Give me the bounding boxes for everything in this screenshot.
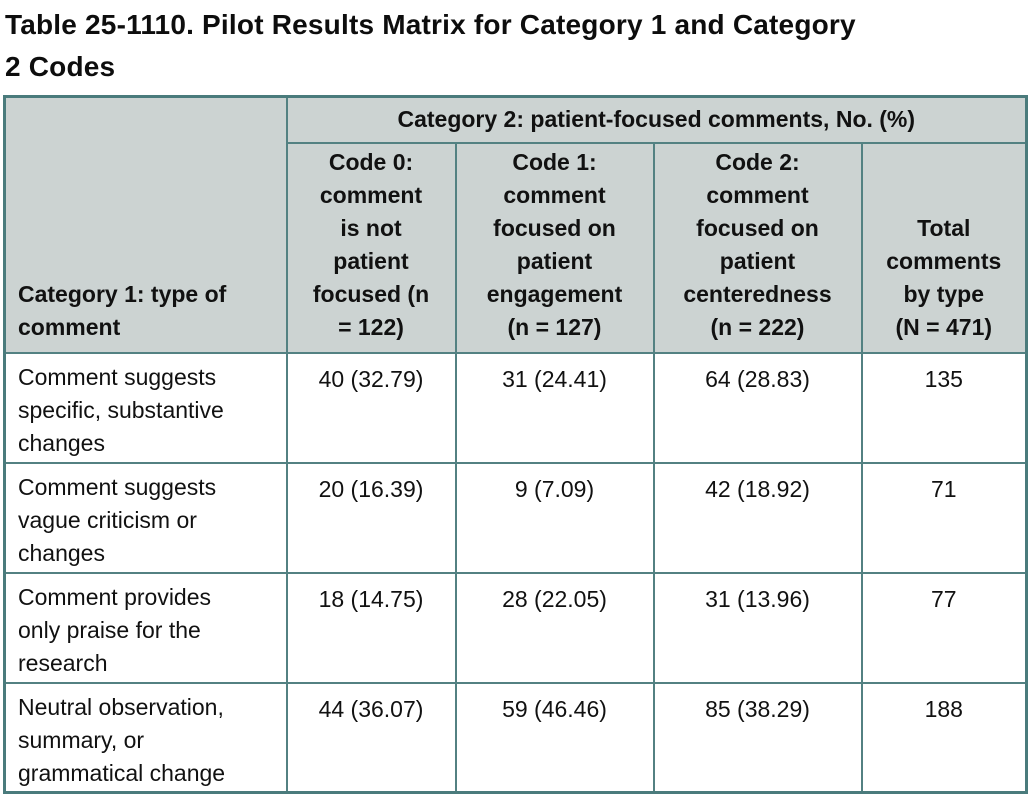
cell-code2: 42 (18.92) [652,461,863,574]
cell-total: 77 [860,571,1028,684]
cell-code2: 64 (28.83) [652,351,863,464]
cell-code1: 59 (46.46) [454,681,655,794]
column-header-code2: Code 2: comment focused on patient cente… [652,141,863,354]
table-header: Category 1: type of comment Category 2: … [3,95,1028,354]
row-label: Comment suggests specific, substantive c… [3,351,288,464]
cell-total: 71 [860,461,1028,574]
cell-code0: 20 (16.39) [285,461,457,574]
table-row: Neutral observation, summary, or grammat… [3,681,1028,794]
column-header-category1: Category 1: type of comment [3,95,288,354]
table-row: Comment suggests vague criticism or chan… [3,461,1028,574]
cell-code0: 40 (32.79) [285,351,457,464]
column-header-total: Total comments by type (N = 471) [860,141,1028,354]
cell-code2: 31 (13.96) [652,571,863,684]
cell-total: 135 [860,351,1028,464]
cell-code1: 31 (24.41) [454,351,655,464]
cell-code1: 28 (22.05) [454,571,655,684]
cell-code0: 18 (14.75) [285,571,457,684]
results-matrix-table: Category 1: type of comment Category 2: … [3,95,1029,794]
cell-code0: 44 (36.07) [285,681,457,794]
cell-code1: 9 (7.09) [454,461,655,574]
cell-total: 188 [860,681,1028,794]
page-title: Table 25-1110. Pilot Results Matrix for … [5,9,856,82]
row-label: Neutral observation, summary, or grammat… [3,681,288,794]
row-label: Comment provides only praise for the res… [3,571,288,684]
table-body: Comment suggests specific, substantive c… [3,351,1028,794]
table-row: Comment provides only praise for the res… [3,571,1028,684]
category2-span-header: Category 2: patient-focused comments, No… [285,95,1028,144]
row-label: Comment suggests vague criticism or chan… [3,461,288,574]
cell-code2: 85 (38.29) [652,681,863,794]
column-header-code0: Code 0: comment is not patient focused (… [285,141,457,354]
column-header-row: Code 0: comment is not patient focused (… [5,141,1028,354]
span-header-row: Category 1: type of comment Category 2: … [3,95,1028,354]
table-row: Comment suggests specific, substantive c… [3,351,1028,464]
column-header-code1: Code 1: comment focused on patient engag… [454,141,655,354]
